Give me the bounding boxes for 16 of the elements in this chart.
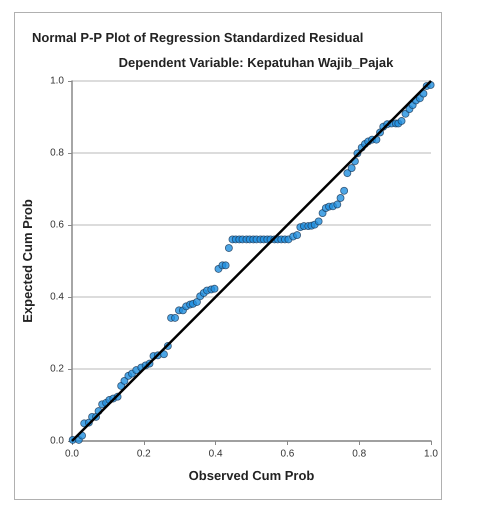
x-axis-title: Observed Cum Prob bbox=[188, 468, 314, 483]
y-tick-label: 1.0 bbox=[50, 76, 64, 86]
chart-title: Normal P-P Plot of Regression Standardized Residual bbox=[32, 30, 364, 45]
y-tick-label: 0.2 bbox=[50, 364, 64, 374]
x-tick-label: 0.8 bbox=[352, 448, 367, 460]
y-tick-label: 0.4 bbox=[50, 292, 64, 302]
chart-subtitle: Dependent Variable: Kepatuhan Wajib_Pajak bbox=[118, 55, 394, 70]
x-tick-label: 0.6 bbox=[280, 448, 295, 460]
y-tick-label: 0.0 bbox=[50, 436, 64, 446]
y-tick-label: 0.8 bbox=[50, 148, 64, 158]
y-tick-label: 0.6 bbox=[50, 220, 64, 230]
x-tick-label: 0.0 bbox=[65, 448, 80, 460]
x-tick-label: 0.4 bbox=[208, 448, 223, 460]
x-tick-label: 1.0 bbox=[424, 448, 438, 460]
x-tick-label: 0.2 bbox=[136, 448, 152, 460]
y-axis-title: Expected Cum Prob bbox=[20, 199, 35, 323]
